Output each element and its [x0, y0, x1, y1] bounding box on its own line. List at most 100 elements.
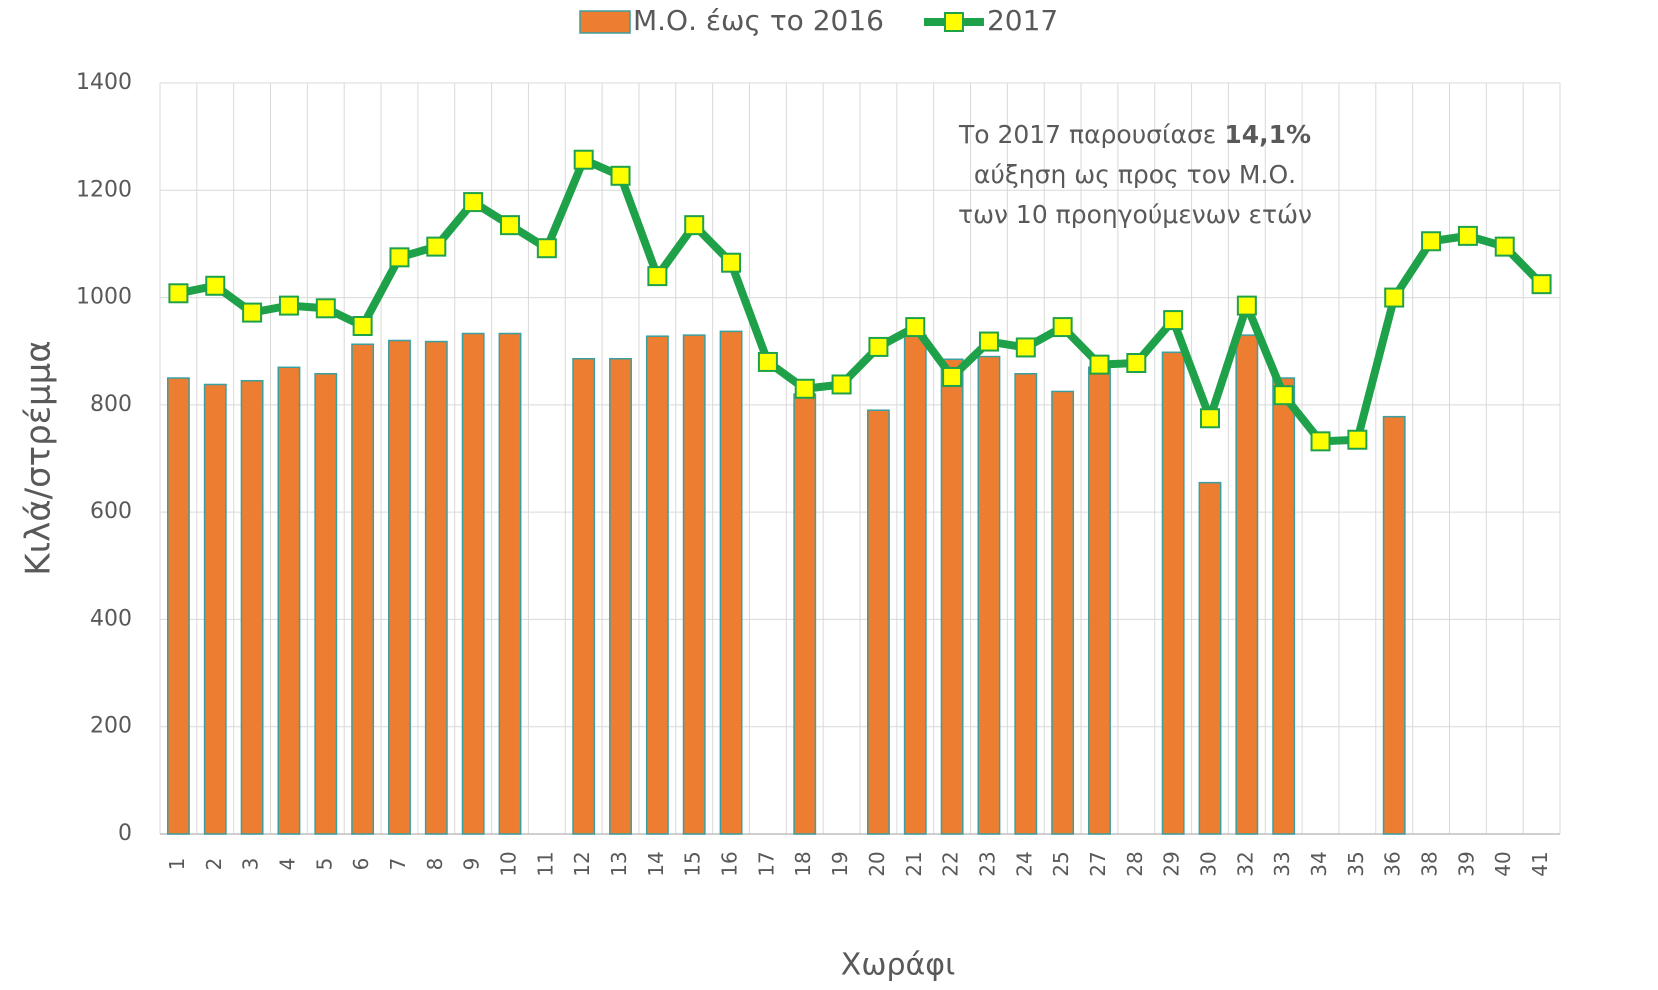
- marker: [389, 247, 410, 268]
- x-tick-label: 17: [754, 851, 778, 876]
- x-tick-label: 7: [386, 858, 410, 871]
- x-tick-label: 9: [460, 858, 484, 871]
- marker: [905, 317, 926, 338]
- bar: [461, 332, 485, 835]
- x-tick-label: 3: [239, 858, 263, 871]
- marker: [1236, 295, 1257, 316]
- x-tick-label: 25: [1049, 851, 1073, 876]
- x-tick-label: 10: [497, 851, 521, 876]
- bar: [240, 379, 264, 835]
- marker: [205, 275, 226, 296]
- x-tick-label: 8: [423, 858, 447, 871]
- bar: [903, 334, 927, 835]
- x-tick-label: 40: [1491, 851, 1515, 876]
- bar: [572, 357, 596, 835]
- marker: [1384, 287, 1405, 308]
- marker: [1200, 408, 1220, 429]
- marker: [831, 374, 852, 395]
- bar: [609, 357, 632, 835]
- x-axis-label: Χωράφι: [841, 948, 955, 983]
- bar: [277, 366, 301, 835]
- x-tick-label: 39: [1454, 851, 1478, 876]
- legend-label: 2017: [987, 4, 1058, 37]
- y-tick-label: 200: [90, 714, 132, 739]
- x-tick-label: 20: [865, 851, 889, 876]
- marker: [1310, 431, 1331, 452]
- y-tick-label: 1400: [76, 70, 132, 95]
- legend-label: Μ.Ο. έως το 2016: [633, 4, 884, 37]
- marker: [868, 336, 889, 357]
- marker: [573, 149, 594, 170]
- bar: [1088, 366, 1111, 835]
- marker: [1421, 231, 1442, 252]
- x-tick-label: 1: [165, 858, 189, 871]
- marker: [536, 238, 557, 259]
- bar: [424, 340, 448, 835]
- x-tick-label: 19: [828, 851, 852, 876]
- bar: [1198, 481, 1222, 835]
- marker: [684, 215, 705, 236]
- marker: [1163, 310, 1184, 331]
- legend-marker: [943, 12, 964, 32]
- marker: [500, 215, 520, 236]
- marker: [1531, 274, 1552, 295]
- bar: [203, 383, 227, 835]
- annotation-text: Το 2017 παρουσίασε: [958, 120, 1216, 149]
- bar: [1014, 372, 1038, 835]
- x-tick-label: 30: [1197, 851, 1221, 876]
- x-tick-label: 6: [349, 858, 373, 871]
- bar: [1272, 377, 1296, 835]
- y-tick-label: 1200: [76, 177, 132, 202]
- marker: [1052, 317, 1073, 338]
- x-tick-label: 41: [1528, 851, 1552, 876]
- x-tick-label: 14: [644, 851, 668, 876]
- x-tick-label: 32: [1233, 851, 1257, 876]
- y-tick-label: 800: [90, 392, 132, 417]
- x-tick-label: 35: [1344, 851, 1368, 876]
- marker: [168, 283, 189, 304]
- x-tick-label: 12: [570, 851, 594, 876]
- bar: [977, 355, 1001, 835]
- bar: [1161, 351, 1185, 835]
- x-tick-label: 21: [902, 851, 926, 876]
- annotation: των 10 προηγούμενων ετών: [958, 200, 1312, 229]
- marker: [794, 378, 815, 399]
- x-tick-label: 5: [312, 858, 336, 871]
- y-tick-label: 600: [90, 499, 132, 524]
- x-tick-label: 13: [607, 851, 631, 876]
- marker: [1126, 353, 1147, 374]
- marker: [721, 252, 742, 273]
- bar: [166, 377, 190, 835]
- bar: [793, 393, 817, 835]
- y-tick-label: 0: [118, 821, 132, 846]
- bar: [940, 358, 964, 835]
- marker: [242, 302, 263, 323]
- marker: [1347, 429, 1368, 450]
- marker: [278, 295, 299, 316]
- bar: [1235, 334, 1259, 835]
- marker: [757, 351, 778, 372]
- bar: [682, 334, 706, 835]
- annotation: αύξηση ως προς τον Μ.Ο.: [974, 160, 1296, 189]
- marker: [1494, 236, 1515, 257]
- x-tick-label: 36: [1381, 851, 1405, 876]
- bar: [645, 335, 669, 835]
- x-tick-label: 4: [275, 858, 299, 871]
- marker: [315, 298, 336, 319]
- y-tick-label: 400: [90, 606, 132, 631]
- annotation: Το 2017 παρουσίασε 14,1%: [958, 120, 1311, 149]
- x-tick-label: 22: [939, 851, 963, 876]
- marker: [610, 165, 631, 186]
- marker: [352, 316, 373, 337]
- marker: [463, 192, 484, 213]
- annotation-text: αύξηση ως προς τον Μ.Ο.: [974, 160, 1296, 189]
- annotation-text: 14,1%: [1224, 120, 1311, 149]
- marker: [1457, 225, 1478, 246]
- x-tick-label: 38: [1418, 851, 1442, 876]
- x-tick-label: 18: [791, 851, 815, 876]
- y-tick-label: 1000: [76, 285, 132, 310]
- x-tick-label: 29: [1160, 851, 1184, 876]
- x-tick-label: 11: [533, 851, 557, 876]
- marker: [1089, 354, 1110, 375]
